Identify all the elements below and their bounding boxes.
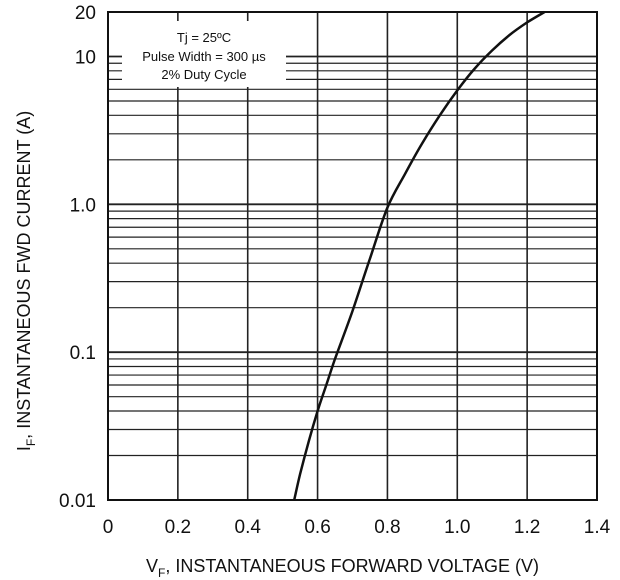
y-axis-label-text: , INSTANTANEOUS FWD CURRENT (A) (14, 111, 34, 439)
x-tick-label: 0 (103, 517, 114, 538)
y-tick-label: 10 (75, 48, 96, 69)
x-tick-label: 0.2 (165, 517, 191, 538)
x-axis-label: VF, INSTANTANEOUS FORWARD VOLTAGE (V) (146, 556, 539, 580)
conditions-annotation: Tj = 25ºC Pulse Width = 300 µs 2% Duty C… (122, 21, 286, 87)
x-tick-labels: 0 0.2 0.4 0.6 0.8 1.0 1.2 1.4 (103, 517, 611, 538)
y-axis-label-symbol: I (14, 446, 34, 451)
x-tick-label: 1.4 (584, 517, 611, 538)
x-tick-label: 1.2 (514, 517, 540, 538)
y-axis-label: IF, INSTANTANEOUS FWD CURRENT (A) (14, 111, 38, 451)
x-axis-label-text: , INSTANTANEOUS FORWARD VOLTAGE (V) (165, 556, 539, 576)
x-tick-label: 1.0 (444, 517, 470, 538)
x-tick-label: 0.6 (304, 517, 330, 538)
y-tick-labels: 0.01 0.1 1.0 10 20 (59, 3, 96, 512)
grid-lines (107, 11, 598, 501)
annotation-line-3: 2% Duty Cycle (161, 67, 246, 82)
annotation-line-1: Tj = 25ºC (177, 30, 231, 45)
annotation-background (122, 21, 286, 87)
plot-frame (107, 11, 598, 501)
forward-current-curve (292, 10, 546, 501)
y-tick-label: 0.1 (70, 343, 96, 364)
y-tick-label: 0.01 (59, 491, 96, 512)
y-tick-label: 20 (75, 3, 96, 24)
y-axis-label-subscript: F (24, 439, 38, 446)
annotation-line-2: Pulse Width = 300 µs (142, 49, 266, 64)
x-axis-label-subscript: F (158, 566, 165, 580)
x-axis-label-symbol: V (146, 556, 158, 576)
x-tick-label: 0.4 (235, 517, 262, 538)
x-tick-label: 0.8 (374, 517, 400, 538)
y-tick-label: 1.0 (70, 195, 96, 216)
